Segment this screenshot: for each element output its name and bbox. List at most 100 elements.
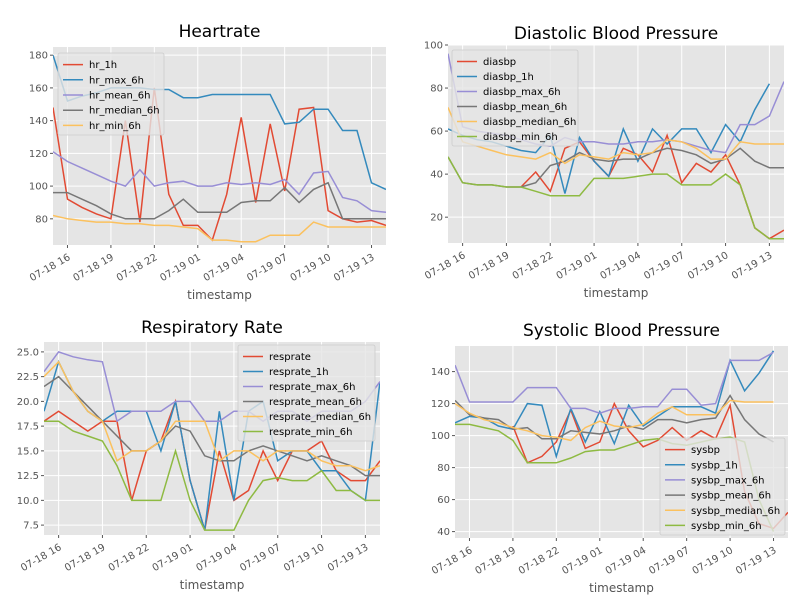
- x-tick-label: 07-19 04: [604, 545, 648, 577]
- x-tick-label: 07-18 16: [19, 542, 63, 574]
- x-tick-label: 07-19 04: [194, 542, 238, 574]
- x-tick-label: 07-18 19: [467, 250, 511, 282]
- y-tick-label: 120: [29, 149, 48, 160]
- legend-box: [237, 344, 376, 442]
- series-line-sysbp_1h: [455, 350, 775, 460]
- x-tick-label: 07-18 22: [517, 545, 561, 577]
- legend-box: [659, 437, 786, 536]
- legend-label: resprate_median_6h: [269, 412, 371, 423]
- y-tick-label: 80: [430, 84, 443, 95]
- legend-label: hr_1h: [89, 60, 117, 71]
- y-tick-label: 80: [437, 463, 450, 474]
- y-tick-label: 7.5: [23, 521, 39, 532]
- x-axis-label: timestamp: [589, 581, 654, 595]
- x-axis-label: timestamp: [187, 288, 252, 302]
- legend-label: diasbp_median_6h: [483, 117, 576, 128]
- series-line-resprate: [44, 398, 380, 531]
- chart-title: Diastolic Blood Pressure: [514, 24, 718, 44]
- y-tick-label: 25.0: [17, 347, 39, 358]
- y-tick-label: 100: [29, 182, 48, 193]
- x-tick-label: 07-19 01: [158, 252, 202, 284]
- x-tick-label: 07-19 10: [686, 250, 730, 282]
- y-tick-label: 100: [424, 41, 443, 52]
- y-tick-label: 160: [29, 83, 48, 94]
- chart-2: Respiratory Rate 7.5 10.0 12.5 15.0 17.5 20.0 2…: [17, 318, 380, 592]
- legend-label: diasbp_mean_6h: [483, 102, 567, 113]
- y-tick-label: 140: [29, 116, 48, 127]
- x-tick-label: 07-19 04: [598, 250, 642, 282]
- chart-1: Diastolic Blood Pressure 20 40 60 80 100 07-18…: [423, 24, 784, 300]
- legend-box: [57, 52, 165, 136]
- x-tick-label: 07-19 07: [238, 542, 282, 574]
- legend-label: diasbp_max_6h: [483, 87, 561, 98]
- series-line-hr_median_6h: [53, 181, 386, 220]
- x-tick-label: 07-19 10: [289, 252, 333, 284]
- x-tick-label: 07-18 22: [107, 542, 151, 574]
- y-tick-label: 60: [437, 495, 450, 506]
- legend-label: hr_median_6h: [89, 106, 160, 117]
- y-tick-label: 10.0: [17, 496, 39, 507]
- chart-3: Systolic Blood Pressure 40 60 80 100 120 140 07…: [430, 321, 788, 595]
- x-tick-label: 07-19 13: [734, 545, 778, 577]
- legend-label: resprate: [269, 352, 311, 363]
- x-tick-label: 07-18 19: [71, 252, 115, 284]
- y-tick-label: 80: [35, 214, 48, 225]
- chart-title: Heartrate: [179, 22, 261, 42]
- legend-label: sysbp: [691, 445, 720, 456]
- x-tick-label: 07-18 16: [423, 250, 467, 282]
- y-tick-label: 60: [430, 127, 443, 138]
- x-tick-label: 07-19 13: [730, 250, 774, 282]
- legend-label: hr_mean_6h: [89, 91, 151, 102]
- x-axis-label: timestamp: [180, 578, 245, 592]
- x-tick-label: 07-18 22: [115, 252, 159, 284]
- legend-label: sysbp_min_6h: [691, 521, 762, 532]
- legend-label: sysbp_max_6h: [691, 475, 765, 486]
- y-tick-label: 17.5: [17, 422, 39, 433]
- x-tick-label: 07-18 19: [63, 542, 107, 574]
- y-tick-label: 180: [29, 51, 48, 62]
- series-line-sysbp_max_6h: [455, 351, 774, 414]
- x-tick-label: 07-19 07: [642, 250, 686, 282]
- legend-label: sysbp_mean_6h: [691, 491, 771, 502]
- legend-label: hr_max_6h: [89, 75, 144, 86]
- x-tick-label: 07-19 13: [332, 252, 376, 284]
- x-tick-label: 07-19 07: [647, 545, 691, 577]
- legend-label: diasbp_min_6h: [483, 132, 558, 143]
- legend-label: diasbp: [483, 57, 516, 68]
- legend-box: [451, 49, 579, 147]
- y-tick-label: 22.5: [17, 372, 39, 383]
- x-tick-label: 07-19 01: [560, 545, 604, 577]
- series-line-resprate_median_6h: [44, 360, 380, 472]
- legend-label: resprate_mean_6h: [269, 397, 362, 408]
- series-line-sysbp_median_6h: [455, 399, 774, 442]
- x-tick-label: 07-19 01: [555, 250, 599, 282]
- y-tick-label: 140: [431, 367, 450, 378]
- x-axis-label: timestamp: [584, 286, 649, 300]
- series-line-hr_mean_6h: [53, 151, 386, 214]
- x-tick-label: 07-19 10: [282, 542, 326, 574]
- legend-label: resprate_max_6h: [269, 382, 355, 393]
- chart-title: Systolic Blood Pressure: [523, 321, 720, 341]
- x-tick-label: 07-19 01: [151, 542, 195, 574]
- y-tick-label: 120: [431, 399, 450, 410]
- x-tick-label: 07-18 22: [511, 250, 555, 282]
- x-tick-label: 07-19 07: [245, 252, 289, 284]
- legend-label: sysbp_median_6h: [691, 506, 780, 517]
- y-tick-label: 12.5: [17, 471, 39, 482]
- x-tick-label: 07-18 16: [430, 545, 474, 577]
- x-tick-label: 07-18 16: [28, 252, 72, 284]
- legend-label: diasbp_1h: [483, 72, 534, 83]
- x-tick-label: 07-19 13: [326, 542, 370, 574]
- x-tick-label: 07-18 19: [473, 545, 517, 577]
- series-line-diasbp_min_6h: [448, 156, 784, 240]
- y-tick-label: 40: [430, 170, 443, 181]
- x-tick-label: 07-19 04: [202, 252, 246, 284]
- legend-label: resprate_min_6h: [269, 427, 352, 438]
- y-tick-label: 40: [437, 527, 450, 538]
- series-line-diasbp_median_6h: [448, 107, 784, 165]
- legend-label: resprate_1h: [269, 367, 329, 378]
- chart-title: Respiratory Rate: [141, 318, 283, 338]
- series-line-hr_min_6h: [53, 214, 386, 243]
